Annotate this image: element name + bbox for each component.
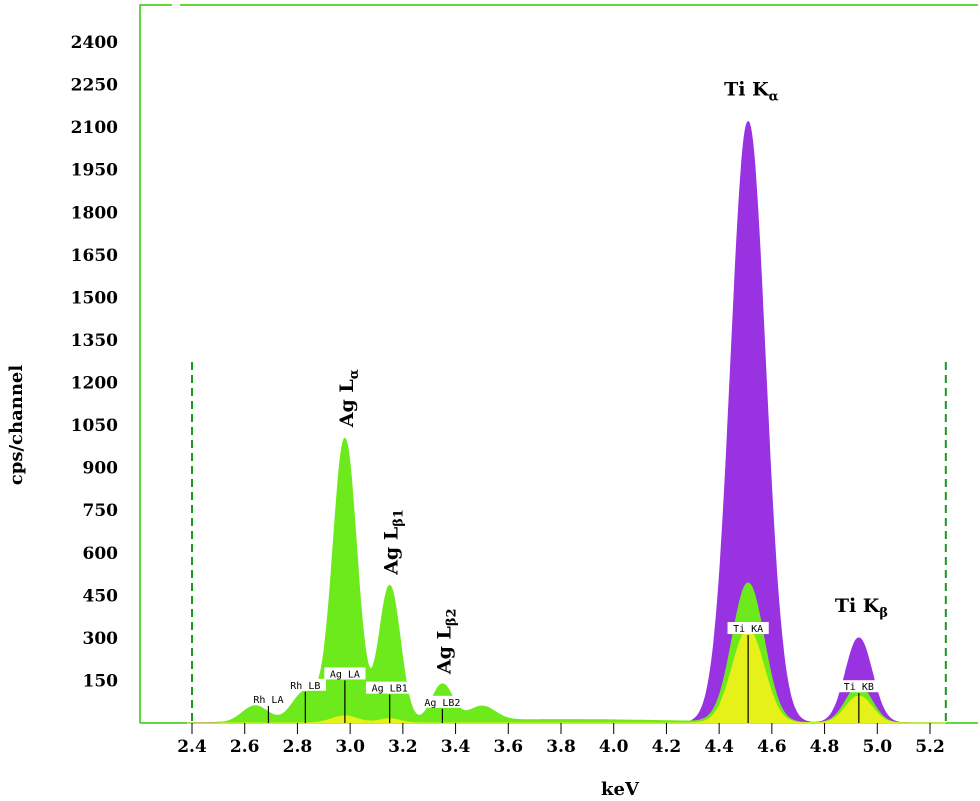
line-marker-label-bg <box>284 678 326 691</box>
peak-annotation: Ag Lβ1 <box>381 509 407 576</box>
x-tick-label: 4.0 <box>599 737 629 757</box>
y-axis-ticks: 150 300 450 600 750 900 1050 1200 1350 1500 1650 18… <box>71 33 118 691</box>
peak-annotations: Ag Lα Ag Lβ1 Ag Lβ2 Ti Kα Ti Kβ <box>336 78 888 675</box>
spectrum-series-area <box>186 120 946 724</box>
x-tick-label: 3.6 <box>493 737 523 757</box>
peak-annotation-label: Ag Lβ1 <box>381 509 407 576</box>
x-tick-label: 3.2 <box>388 737 418 757</box>
y-tick-label: 750 <box>83 501 119 521</box>
line-marker-label-bg <box>418 695 467 708</box>
y-tick-label: 1650 <box>71 246 118 266</box>
y-tick-label: 1950 <box>71 161 118 181</box>
line-marker-label: Ag LA <box>330 669 360 680</box>
x-tick-label: 4.6 <box>757 737 787 757</box>
peak-annotation-label: Ag Lα <box>336 369 362 428</box>
line-marker-label: Rh LA <box>253 695 283 706</box>
y-tick-label: 900 <box>83 459 119 479</box>
line-marker-label: Ag LB1 <box>372 684 408 695</box>
x-tick-label: 3.0 <box>335 737 365 757</box>
y-tick-label: 150 <box>83 671 119 691</box>
y-tick-label: 450 <box>83 586 119 606</box>
x-axis-ticks: 2.4 2.6 2.8 3.0 3.2 3.4 3.6 3.8 4.0 4.2 4.4 4.6 4.8 5… <box>177 723 945 757</box>
x-tick-label: 4.2 <box>652 737 682 757</box>
x-tick-label: 3.8 <box>546 737 576 757</box>
line-marker-label-bg <box>727 622 769 635</box>
peak-annotation: Ag Lα <box>336 369 362 428</box>
x-tick-label: 4.8 <box>810 737 840 757</box>
x-tick-label: 3.4 <box>441 737 471 757</box>
y-axis-label: cps/channel <box>6 365 27 486</box>
y-tick-label: 1800 <box>71 203 118 223</box>
y-tick-label: 1500 <box>71 288 118 308</box>
peak-annotation-label: Ti Kα <box>724 78 779 104</box>
x-tick-label: 2.8 <box>283 737 313 757</box>
line-marker-label-bg <box>365 681 414 694</box>
y-tick-label: 2400 <box>71 33 118 53</box>
x-tick-label: 5.2 <box>915 737 945 757</box>
peak-annotation: Ti Kα <box>724 78 779 104</box>
peak-annotation-label: Ti Kβ <box>835 595 888 621</box>
line-marker-label: Ti KA <box>733 624 763 635</box>
line-marker-label: Ti KB <box>844 682 874 693</box>
y-tick-label: 600 <box>83 544 119 564</box>
peak-annotation: Ti Kβ <box>835 595 888 621</box>
x-axis-label: keV <box>601 779 640 800</box>
peak-annotation: Ag Lβ2 <box>433 608 459 675</box>
x-tick-label: 5.0 <box>862 737 892 757</box>
y-tick-label: 2100 <box>71 118 118 138</box>
y-tick-label: 1350 <box>71 331 118 351</box>
roi-markers <box>191 362 947 723</box>
x-tick-label: 2.6 <box>230 737 260 757</box>
line-marker-label: Rh LB <box>290 681 320 692</box>
y-tick-label: 1050 <box>71 416 118 436</box>
line-marker-label-bg <box>247 692 290 705</box>
y-tick-label: 1200 <box>71 374 118 394</box>
line-marker-label-bg <box>838 680 880 693</box>
x-tick-label: 4.4 <box>704 737 734 757</box>
line-marker-label-bg <box>324 667 366 680</box>
spectrum-series-area <box>186 628 946 724</box>
y-tick-label: 300 <box>83 629 119 649</box>
x-tick-label: 2.4 <box>177 737 207 757</box>
line-marker-label: Ag LB2 <box>424 698 460 709</box>
spectrum-series <box>186 120 946 724</box>
line-markers: Rh LA Rh LB Ag LA Ag LB1 Ag LB2 Ti KA Ti KB <box>247 622 880 723</box>
y-tick-label: 2250 <box>71 76 118 96</box>
peak-annotation-label: Ag Lβ2 <box>433 608 459 675</box>
frame-left-border <box>139 4 172 723</box>
